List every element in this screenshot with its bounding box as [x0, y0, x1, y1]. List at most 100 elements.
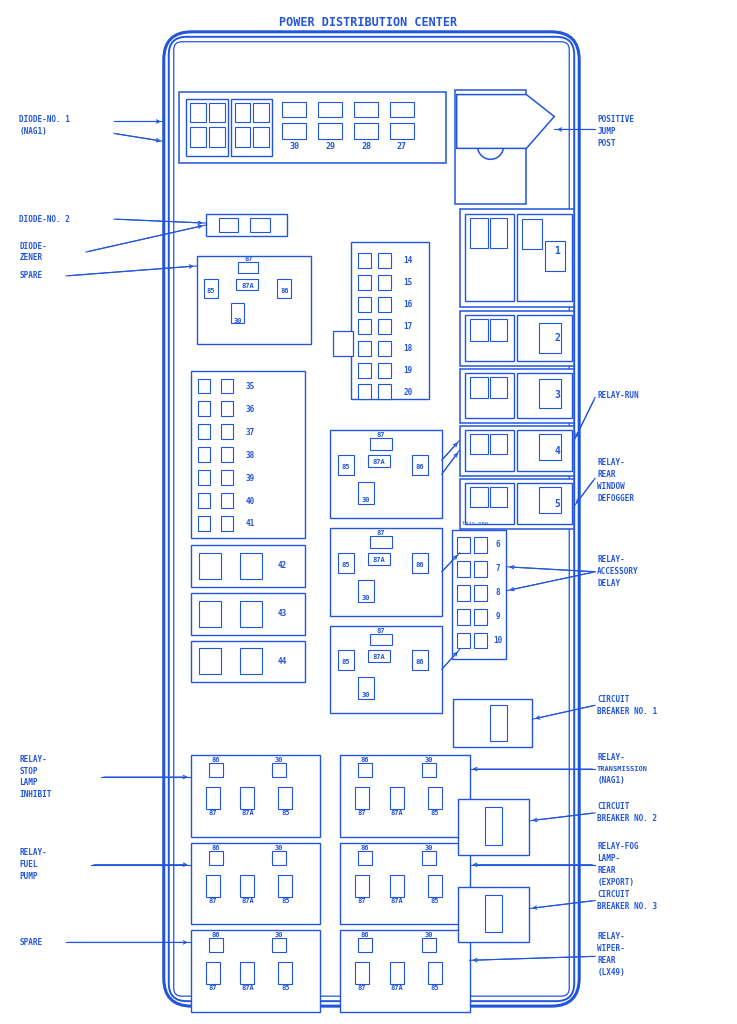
- Text: STOP: STOP: [19, 767, 38, 775]
- Bar: [368, 456, 390, 467]
- Text: this one: this one: [461, 521, 488, 526]
- Text: 38: 38: [246, 451, 255, 460]
- Text: 87: 87: [357, 897, 366, 903]
- Text: 87: 87: [209, 985, 217, 991]
- Text: 2: 2: [554, 333, 560, 343]
- Bar: [355, 963, 369, 984]
- Bar: [282, 101, 307, 118]
- Text: 86: 86: [416, 562, 424, 567]
- Bar: [273, 938, 286, 952]
- Bar: [469, 487, 488, 507]
- Text: 87A: 87A: [241, 283, 254, 289]
- Bar: [234, 127, 251, 147]
- Text: POWER DISTRIBUTION CENTER: POWER DISTRIBUTION CENTER: [279, 16, 457, 29]
- Bar: [378, 318, 391, 334]
- Bar: [427, 787, 441, 809]
- Bar: [358, 482, 374, 504]
- Bar: [412, 553, 427, 572]
- Text: 86: 86: [212, 757, 220, 763]
- Bar: [220, 516, 232, 530]
- Bar: [489, 434, 508, 455]
- Bar: [330, 626, 441, 714]
- Bar: [191, 371, 305, 538]
- Bar: [277, 279, 291, 298]
- Bar: [355, 787, 369, 809]
- Text: 85: 85: [281, 897, 290, 903]
- Text: 87A: 87A: [391, 897, 403, 903]
- Bar: [198, 494, 209, 508]
- Bar: [282, 124, 307, 139]
- Text: 85: 85: [430, 985, 439, 991]
- Bar: [206, 214, 287, 237]
- Text: 5: 5: [554, 499, 560, 509]
- Bar: [464, 483, 514, 524]
- Bar: [186, 98, 228, 157]
- Bar: [191, 545, 305, 587]
- Text: 86: 86: [416, 659, 424, 666]
- Bar: [198, 379, 209, 393]
- Text: 30: 30: [275, 933, 284, 938]
- Bar: [469, 377, 488, 398]
- Bar: [370, 536, 392, 548]
- Bar: [489, 706, 508, 741]
- Text: 87: 87: [357, 985, 366, 991]
- Bar: [370, 438, 392, 451]
- Text: 85: 85: [342, 562, 350, 567]
- Bar: [198, 470, 209, 485]
- Bar: [338, 650, 354, 671]
- Text: 86: 86: [212, 933, 220, 938]
- Bar: [206, 963, 220, 984]
- Bar: [220, 470, 232, 485]
- Text: REAR: REAR: [597, 955, 615, 965]
- Bar: [545, 241, 565, 271]
- Bar: [458, 887, 529, 942]
- Text: 87A: 87A: [241, 985, 254, 991]
- Text: 36: 36: [246, 404, 255, 414]
- Text: 7: 7: [495, 564, 500, 573]
- Text: 86: 86: [416, 464, 424, 470]
- Text: TRANSMISSION: TRANSMISSION: [597, 766, 648, 772]
- Text: 85: 85: [430, 810, 439, 816]
- Bar: [178, 91, 446, 163]
- Bar: [279, 787, 293, 809]
- Text: 87A: 87A: [391, 985, 403, 991]
- Bar: [484, 807, 503, 845]
- Text: WINDOW: WINDOW: [597, 481, 625, 490]
- Bar: [474, 608, 486, 625]
- Bar: [422, 851, 436, 864]
- FancyBboxPatch shape: [169, 37, 574, 1001]
- Text: 29: 29: [325, 142, 335, 151]
- Bar: [517, 373, 572, 419]
- Bar: [239, 262, 259, 273]
- Bar: [457, 561, 469, 577]
- Bar: [464, 373, 514, 419]
- Text: 14: 14: [403, 256, 413, 265]
- Text: WIPER-: WIPER-: [597, 944, 625, 953]
- Bar: [427, 963, 441, 984]
- Bar: [412, 650, 427, 671]
- Bar: [368, 553, 390, 565]
- Text: 43: 43: [278, 609, 287, 618]
- Bar: [460, 426, 574, 476]
- Bar: [517, 214, 572, 301]
- Bar: [338, 456, 354, 475]
- Text: 37: 37: [246, 428, 255, 437]
- Polygon shape: [457, 94, 554, 148]
- Bar: [234, 102, 251, 123]
- Bar: [199, 553, 220, 579]
- Text: 20: 20: [403, 388, 413, 397]
- Text: CIRCUIT: CIRCUIT: [597, 890, 629, 899]
- Text: 86: 86: [212, 845, 220, 851]
- Text: 17: 17: [403, 323, 413, 331]
- Bar: [209, 938, 223, 952]
- Text: 87: 87: [244, 256, 253, 262]
- Bar: [358, 580, 374, 602]
- Text: 87: 87: [377, 628, 385, 634]
- Text: 30: 30: [425, 845, 433, 851]
- Text: 6: 6: [495, 541, 500, 549]
- Text: 42: 42: [278, 561, 287, 570]
- Text: RELAY-RUN: RELAY-RUN: [597, 391, 639, 400]
- Bar: [273, 851, 286, 864]
- Text: 28: 28: [361, 142, 371, 151]
- Text: 39: 39: [246, 474, 255, 482]
